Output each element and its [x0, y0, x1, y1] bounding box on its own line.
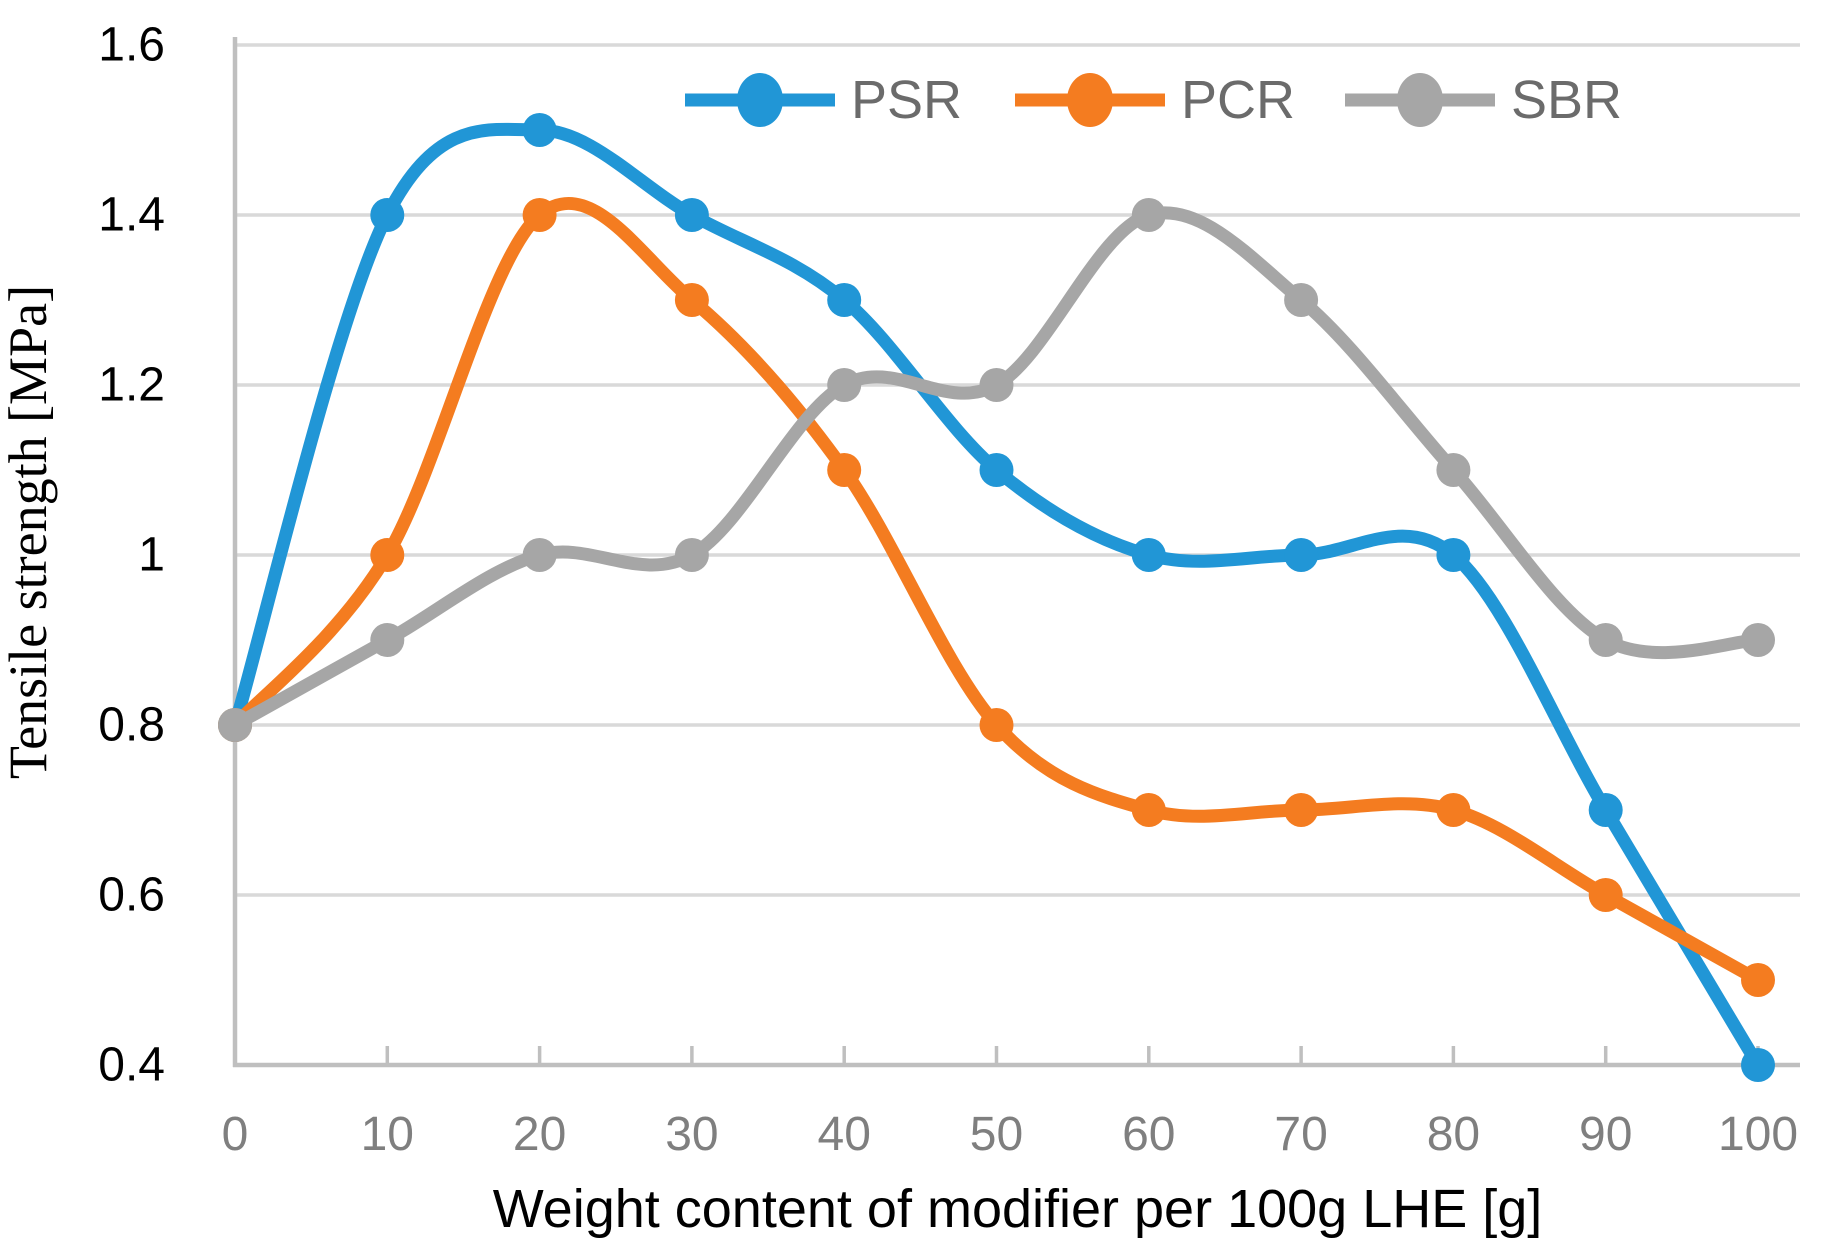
legend-marker-PSR [737, 73, 783, 127]
y-tick-label-0.4: 0.4 [98, 1039, 165, 1092]
x-tick-label-50: 50 [970, 1108, 1023, 1161]
data-point-PCR-x10 [370, 538, 405, 572]
legend-item-PCR: PCR [1015, 62, 1295, 138]
data-point-SBR-x40 [827, 368, 862, 402]
legend-marker-PCR [1067, 73, 1113, 127]
y-tick-label-1.2: 1.2 [98, 359, 165, 412]
data-point-PSR-x10 [370, 198, 405, 232]
y-axis-title: Tensile strength [MPa] [0, 284, 58, 780]
y-tick-label-0.6: 0.6 [98, 869, 165, 922]
legend-swatch-SBR [1345, 73, 1495, 127]
data-point-SBR-x90 [1588, 623, 1623, 657]
data-point-PCR-x70 [1284, 793, 1319, 827]
data-point-PCR-x40 [827, 453, 862, 487]
legend-label-PSR: PSR [851, 70, 963, 130]
y-tick-label-1.6: 1.6 [98, 19, 165, 72]
data-point-PSR-x40 [827, 283, 862, 317]
data-point-PCR-x100 [1741, 963, 1775, 997]
x-tick-label-20: 20 [513, 1108, 566, 1161]
data-point-PCR-x90 [1588, 878, 1623, 912]
series-line-PSR [228, 122, 1765, 1072]
data-point-PSR-x20 [522, 113, 557, 147]
x-tick-label-60: 60 [1122, 1108, 1175, 1161]
data-point-PCR-x50 [979, 708, 1014, 742]
data-point-SBR-x50 [979, 368, 1014, 402]
legend-label-SBR: SBR [1511, 70, 1623, 130]
series-line-PCR [228, 196, 1765, 987]
x-tick-label-100: 100 [1718, 1108, 1798, 1161]
data-point-SBR-x10 [370, 623, 405, 657]
data-point-SBR-x60 [1131, 198, 1166, 232]
data-point-PSR-x80 [1436, 538, 1471, 572]
data-point-PSR-x100 [1741, 1048, 1775, 1082]
y-tick-label-1: 1 [138, 529, 165, 582]
legend-label-PCR: PCR [1181, 70, 1296, 130]
data-point-SBR-x100 [1741, 623, 1775, 657]
data-point-SBR-x0 [218, 708, 252, 742]
x-tick-label-80: 80 [1427, 1108, 1480, 1161]
x-tick-label-10: 10 [361, 1108, 414, 1161]
legend-item-PSR: PSR [685, 62, 962, 138]
x-tick-label-70: 70 [1274, 1108, 1327, 1161]
x-tick-label-0: 0 [222, 1108, 249, 1161]
data-point-SBR-x20 [522, 538, 557, 572]
legend-swatch-PCR [1015, 73, 1165, 127]
x-axis-title: Weight content of modifier per 100g LHE … [492, 1179, 1543, 1239]
data-point-SBR-x80 [1436, 453, 1471, 487]
data-point-PSR-x70 [1284, 538, 1319, 572]
data-point-PCR-x30 [674, 283, 709, 317]
y-tick-label-0.8: 0.8 [98, 699, 165, 752]
x-tick-label-40: 40 [818, 1108, 871, 1161]
data-point-PCR-x80 [1436, 793, 1471, 827]
data-point-PSR-x60 [1131, 538, 1166, 572]
legend-item-SBR: SBR [1345, 62, 1622, 138]
data-point-SBR-x70 [1284, 283, 1319, 317]
legend-swatch-PSR [685, 73, 835, 127]
data-point-PCR-x60 [1131, 793, 1166, 827]
data-point-PCR-x20 [522, 198, 557, 232]
data-point-PSR-x50 [979, 453, 1014, 487]
data-point-PSR-x90 [1588, 793, 1623, 827]
x-tick-label-90: 90 [1579, 1108, 1632, 1161]
y-tick-label-1.4: 1.4 [98, 189, 165, 242]
x-tick-label-30: 30 [665, 1108, 718, 1161]
data-point-PSR-x30 [674, 198, 709, 232]
legend-marker-SBR [1397, 73, 1443, 127]
data-point-SBR-x30 [674, 538, 709, 572]
